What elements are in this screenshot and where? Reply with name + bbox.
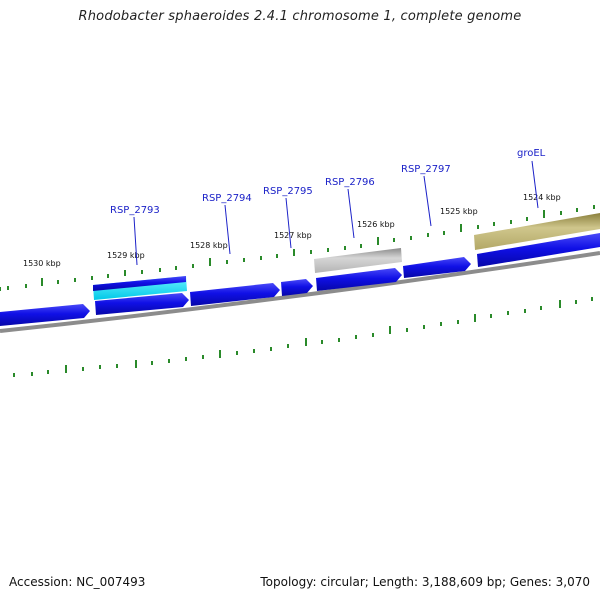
- kbp-label: 1528 kbp: [190, 241, 228, 250]
- leader-line: [347, 188, 355, 239]
- feature-groEL[interactable]: [474, 213, 600, 250]
- gene-label-RSP-2796[interactable]: RSP_2796: [325, 177, 375, 188]
- cds-RSP-2794[interactable]: [190, 283, 280, 306]
- gene-label-groEL[interactable]: groEL: [517, 148, 546, 159]
- feature-RSP-2793-top: [93, 276, 186, 291]
- leader-line: [423, 175, 432, 227]
- cds-track: [0, 233, 600, 326]
- leader-line: [133, 216, 138, 266]
- kbp-label: 1529 kbp: [107, 251, 145, 260]
- cds-RSP-2797[interactable]: [403, 257, 471, 278]
- leader-line: [531, 160, 539, 209]
- accession-text: Accession: NC_007493: [9, 575, 146, 589]
- leader-line: [285, 197, 292, 249]
- feature-RSP-2796[interactable]: [314, 248, 402, 273]
- cds-RSP-2793[interactable]: [95, 293, 189, 315]
- gene-label-RSP-2795[interactable]: RSP_2795: [263, 186, 313, 197]
- backbone-track: [0, 251, 600, 333]
- feature-track: [93, 213, 600, 300]
- gene-label-RSP-2794[interactable]: RSP_2794: [202, 193, 252, 204]
- kbp-label: 1530 kbp: [23, 259, 61, 268]
- map-title: Rhodobacter sphaeroides 2.4.1 chromosome…: [78, 9, 522, 24]
- topology-summary: Topology: circular; Length: 3,188,609 bp…: [260, 575, 590, 589]
- leader-line: [224, 204, 231, 255]
- kbp-label: 1524 kbp: [523, 193, 561, 202]
- gene-label-group: RSP_2793 RSP_2794 RSP_2795 RSP_2796 RSP_…: [110, 148, 546, 266]
- cds-RSP-2795[interactable]: [281, 279, 313, 296]
- kbp-label: 1527 kbp: [274, 231, 312, 240]
- cds-left-partial[interactable]: [0, 304, 90, 326]
- cds-groEL[interactable]: [477, 233, 600, 267]
- kbp-label-group: 1530 kbp 1529 kbp 1528 kbp 1527 kbp 1526…: [23, 193, 561, 268]
- kbp-label: 1525 kbp: [440, 207, 478, 216]
- kbp-label: 1526 kbp: [357, 220, 395, 229]
- gene-label-RSP-2797[interactable]: RSP_2797: [401, 164, 451, 175]
- outer-tick-track: [0, 205, 595, 291]
- inner-tick-track: [13, 297, 593, 377]
- gene-label-RSP-2793[interactable]: RSP_2793: [110, 205, 160, 216]
- cds-RSP-2796[interactable]: [316, 268, 402, 291]
